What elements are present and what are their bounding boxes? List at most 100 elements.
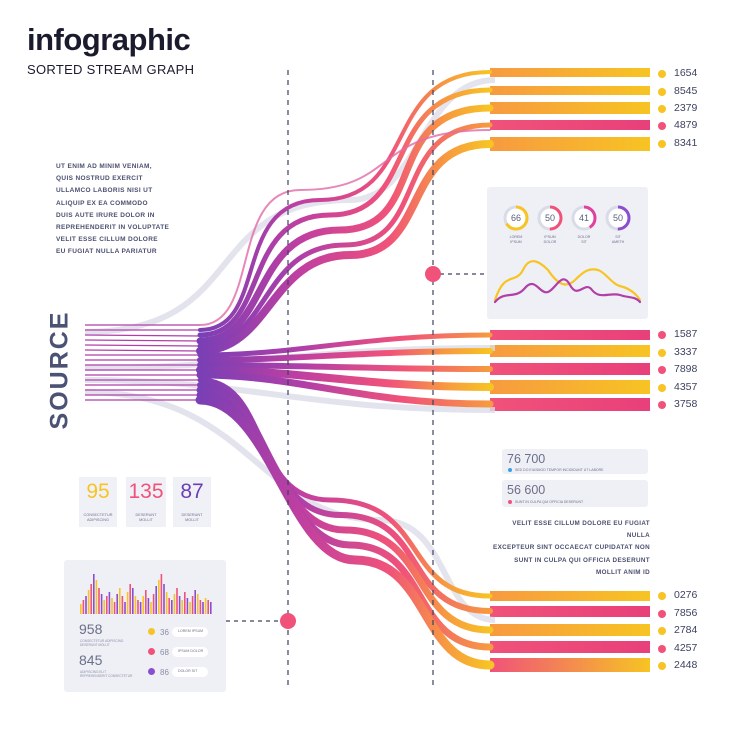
source-lines — [84, 324, 201, 401]
legend-pill-3: DOLOR SIT — [172, 667, 208, 677]
histogram-bar — [134, 596, 137, 614]
output-dot — [658, 384, 666, 392]
kpi-caption-2: ADIPISCING ELIT REPREHENDERIT CONSECTETU… — [80, 670, 133, 678]
legend-dot-3 — [148, 668, 155, 675]
histogram-bar — [184, 592, 186, 614]
histogram-bar — [189, 602, 191, 614]
stat-box-3: 87 DESERUNT MOLLIT — [173, 477, 211, 527]
gauge-fill — [571, 205, 597, 231]
histogram-bar — [108, 592, 111, 614]
middle-stream-bundle — [196, 332, 494, 408]
stat-caption-2: DESERUNT MOLLIT — [135, 513, 157, 522]
histogram-bar — [121, 596, 124, 614]
output-dot — [658, 645, 666, 653]
legend-value-3: 86 — [160, 668, 169, 677]
legend-value-1: 36 — [160, 628, 169, 637]
histogram-bar — [93, 574, 95, 614]
bottom-stream-bundle — [195, 377, 495, 670]
histogram-bar — [90, 584, 92, 614]
output-dot — [658, 70, 666, 78]
histogram-bar — [100, 594, 103, 614]
gauge-ring-2 — [537, 205, 563, 231]
output-value: 4257 — [674, 642, 698, 654]
gauge-value-2: 50 — [544, 213, 555, 223]
gauge-label-3: DOLOR SIT — [577, 235, 591, 244]
stat-caption-1: CONSECTETUR ADIPISCING — [83, 513, 113, 522]
gauge-value-1: 66 — [510, 213, 521, 223]
page-subtitle: SORTED STREAM GRAPH — [27, 62, 195, 77]
legend-dot-2 — [148, 648, 155, 655]
metric-value-2: 56 600 — [507, 483, 546, 497]
output-value: 2784 — [674, 624, 698, 636]
stat-value-2: 135 — [128, 480, 164, 503]
histogram-bar — [160, 574, 163, 614]
gauge-ring-1 — [503, 205, 529, 231]
histogram-bar — [204, 598, 207, 614]
gauge-value-4: 50 — [612, 213, 623, 223]
histogram-bar — [119, 588, 121, 614]
kpi-caption-1: CONSECTETUR ADIPISCING DESERUNT MOLLIT — [80, 639, 124, 647]
output-value: 4879 — [674, 119, 698, 131]
kpi-value-2: 845 — [79, 652, 103, 668]
metric-value-1: 76 700 — [507, 452, 546, 466]
histogram-bar — [168, 598, 170, 614]
histogram-bar — [87, 590, 90, 614]
legend-value-2: 68 — [160, 648, 169, 657]
output-value: 1587 — [674, 328, 698, 340]
output-value: 1654 — [674, 67, 698, 79]
legend-pill-2: IPSUM DOLOR — [172, 647, 208, 657]
histogram-bar — [194, 590, 196, 614]
histogram-bar — [139, 602, 142, 614]
legend-label-1: LOREM IPSUM — [178, 629, 204, 633]
histogram-bar — [155, 586, 157, 614]
histogram-bar — [207, 600, 209, 614]
metric-card-2: 56 600 SUNT IN CULPA QUI OFFICIA DESERUN… — [502, 480, 648, 507]
output-dot — [658, 592, 666, 600]
histogram-bar — [191, 596, 194, 614]
histogram-bar — [158, 580, 160, 614]
source-text: SOURCE — [45, 310, 74, 430]
output-value: 3337 — [674, 346, 698, 358]
page-title: infographic — [27, 22, 191, 57]
histogram-bar — [176, 588, 178, 614]
output-value: 2379 — [674, 102, 698, 114]
metric-dot-1 — [508, 468, 512, 472]
kpi-value-1: 958 — [79, 621, 103, 637]
output-dot — [658, 105, 666, 113]
output-value: 7856 — [674, 607, 698, 619]
gauge-ring-3 — [571, 205, 597, 231]
gauge-fill — [503, 205, 529, 231]
top-stream-bundle — [196, 70, 494, 355]
histogram-bar — [126, 592, 129, 614]
gauge-fill — [537, 205, 563, 231]
histogram-bar — [98, 588, 100, 614]
metric-dot-2 — [508, 500, 512, 504]
histogram-bar — [181, 600, 183, 614]
output-dot — [658, 366, 666, 374]
right-paragraph: VELIT ESSE CILLUM DOLORE EU FUGIAT NULLA… — [493, 520, 650, 576]
gauge-label-4: SIT AMETH — [611, 235, 625, 244]
gauge-card-sparklines — [493, 260, 642, 304]
histogram-bar — [80, 604, 82, 614]
output-dot — [658, 140, 666, 148]
histogram-bar — [145, 590, 147, 614]
histogram-bar — [173, 594, 176, 614]
histogram-bar — [103, 600, 105, 614]
histogram-bar — [163, 584, 165, 614]
histogram-bar — [178, 596, 181, 614]
gauge-label-2: IPSUM DOLOR — [543, 235, 557, 244]
output-value: 7898 — [674, 363, 698, 375]
metric-caption-1: SED DO EIUSMOD TEMPOR INCIDIDUNT UT LABO… — [515, 468, 604, 472]
output-value: 2448 — [674, 659, 698, 671]
bottom-output-bars — [490, 591, 650, 672]
histogram-bar — [129, 584, 131, 614]
marker-dot-bottom — [280, 613, 296, 629]
stat-value-1: 95 — [86, 480, 110, 503]
stat-box-1: 95 CONSECTETUR ADIPISCING — [79, 477, 117, 527]
histogram-bar — [124, 602, 126, 614]
histogram-bar — [111, 598, 113, 614]
output-dot — [658, 88, 666, 96]
histogram-bar — [85, 596, 87, 614]
